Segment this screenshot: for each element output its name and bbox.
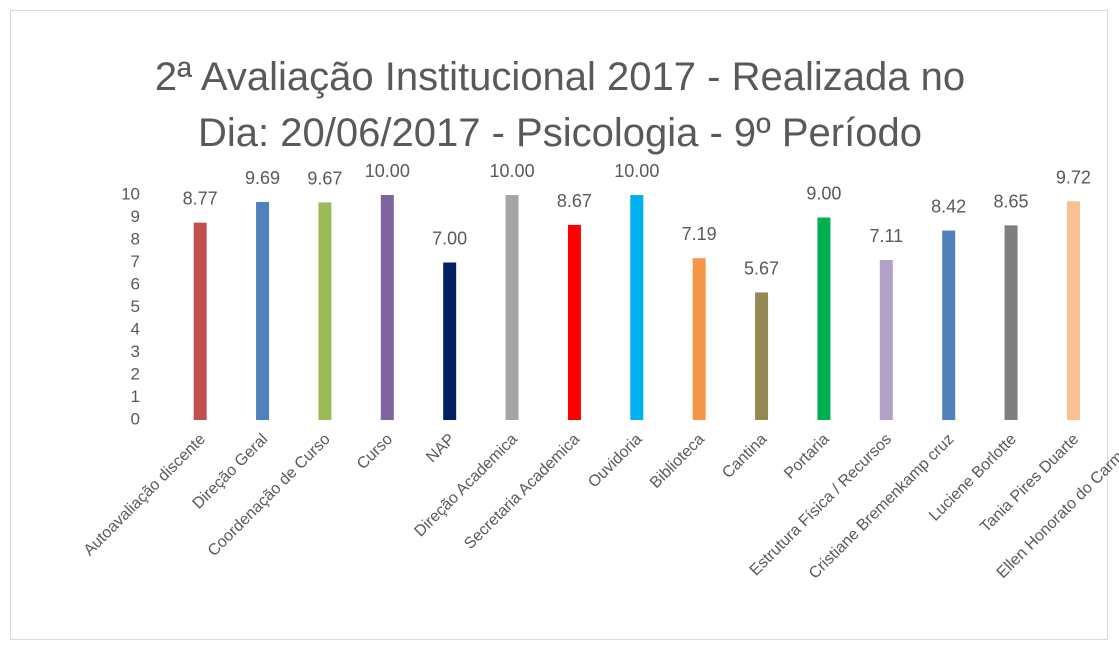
value-label: 10.00 [614, 161, 659, 181]
bar [1066, 201, 1080, 420]
value-label: 8.77 [183, 189, 218, 209]
bar [567, 224, 581, 420]
bar [692, 258, 706, 420]
value-label: 7.00 [432, 229, 467, 249]
bar [879, 260, 893, 420]
y-tick-label: 2 [131, 364, 140, 383]
bar [505, 195, 519, 420]
value-label: 8.65 [994, 191, 1029, 211]
value-label: 8.42 [931, 197, 966, 217]
y-tick-label: 10 [121, 184, 140, 203]
bar [318, 202, 332, 420]
y-tick-label: 9 [131, 207, 140, 226]
bar [380, 195, 394, 420]
y-tick-label: 1 [131, 387, 140, 406]
value-label: 9.69 [245, 168, 280, 188]
y-tick-label: 8 [131, 229, 140, 248]
bar [193, 222, 207, 420]
y-tick-label: 3 [131, 342, 140, 361]
bar [755, 292, 769, 420]
chart-border [10, 10, 1108, 640]
value-label: 9.72 [1056, 167, 1091, 187]
bar [817, 217, 831, 420]
value-label: 7.19 [682, 224, 717, 244]
value-label: 10.00 [365, 161, 410, 181]
y-tick-label: 4 [131, 319, 140, 338]
bar [630, 195, 644, 420]
y-tick-label: 5 [131, 297, 140, 316]
y-tick-label: 7 [131, 252, 140, 271]
value-label: 7.11 [869, 226, 903, 246]
value-label: 5.67 [744, 258, 779, 278]
y-tick-label: 0 [131, 409, 140, 428]
value-label: 9.67 [307, 168, 342, 188]
bar [256, 201, 270, 420]
bar [443, 262, 457, 420]
value-label: 8.67 [557, 191, 592, 211]
value-label: 10.00 [490, 161, 535, 181]
bar [942, 230, 956, 420]
chart-title: 2ª Avaliação Institucional 2017 - Realiz… [155, 55, 965, 155]
y-tick-label: 6 [131, 274, 140, 293]
value-label: 9.00 [806, 184, 841, 204]
bar [1004, 225, 1018, 420]
